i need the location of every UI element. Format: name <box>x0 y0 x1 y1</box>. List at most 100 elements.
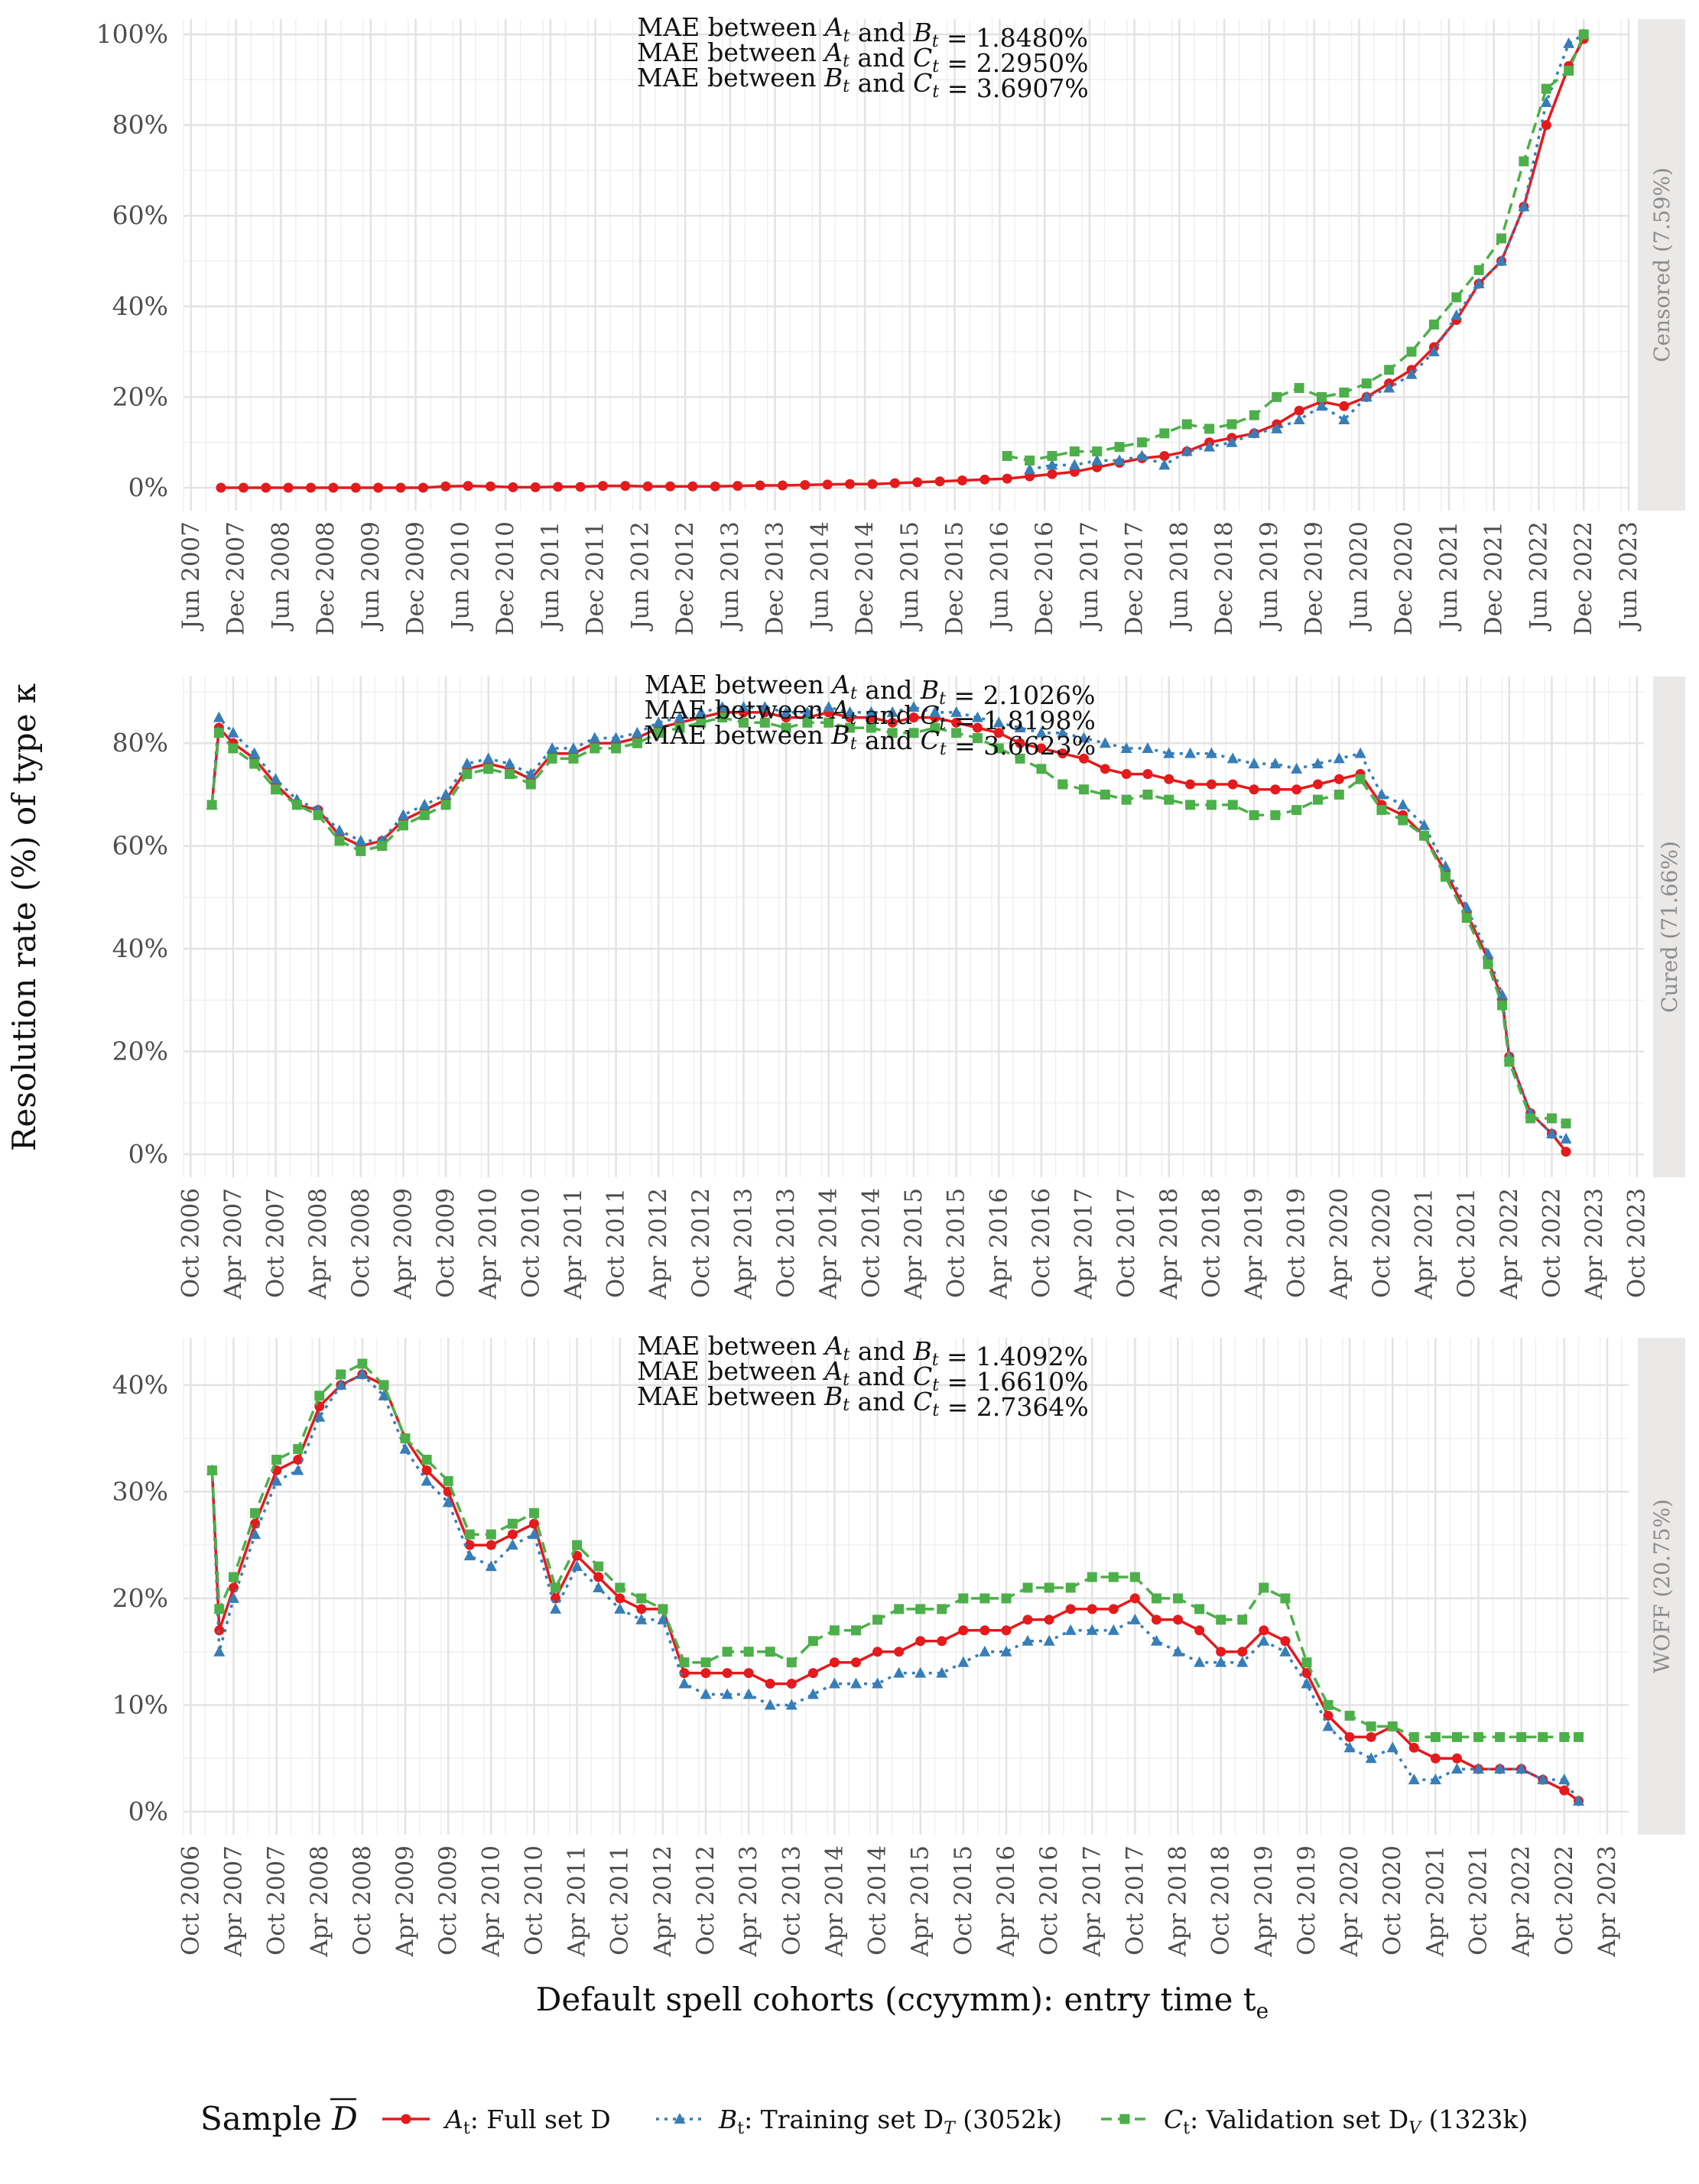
data-point-C <box>1323 1699 1334 1710</box>
data-point-A <box>1366 1731 1376 1742</box>
x-tick-label: Dec 2010 <box>492 521 519 635</box>
data-point-B <box>440 788 452 800</box>
data-point-C <box>759 717 770 728</box>
data-point-C <box>1065 1582 1076 1593</box>
x-tick-label: Oct 2017 <box>1121 1845 1148 1955</box>
data-point-B <box>249 1528 262 1540</box>
data-point-A <box>979 1625 990 1636</box>
data-point-B <box>1024 463 1036 475</box>
data-point-B <box>700 1688 712 1699</box>
data-point-C <box>1291 805 1302 816</box>
y-tick-label: 10% <box>112 1689 168 1719</box>
data-point-C <box>829 1625 840 1636</box>
y-tick-label: 20% <box>112 381 168 411</box>
x-tick-label: Dec 2018 <box>1210 521 1238 635</box>
x-tick-label: Apr 2023 <box>1580 1188 1608 1300</box>
data-point-C <box>1206 800 1217 810</box>
data-point-B <box>1057 726 1069 738</box>
data-point-B <box>1226 436 1238 447</box>
x-tick-label: Apr 2013 <box>735 1845 762 1958</box>
x-tick-label: Dec 2020 <box>1390 521 1418 635</box>
data-point-A <box>528 1518 539 1529</box>
data-point-A <box>972 722 983 733</box>
data-point-A <box>636 1604 647 1614</box>
legend-title: Sample D <box>200 2100 358 2137</box>
data-point-A <box>851 1657 862 1668</box>
data-point-A <box>1159 450 1170 461</box>
data-point-A <box>710 481 720 492</box>
data-point-A <box>822 479 833 490</box>
x-tick-label: Apr 2016 <box>985 1188 1012 1300</box>
data-point-A <box>464 1540 475 1550</box>
data-point-C <box>464 1529 475 1540</box>
data-point-A <box>687 481 698 492</box>
x-tick-label: Apr 2012 <box>645 1188 672 1300</box>
data-point-A <box>743 1668 754 1679</box>
data-point-B <box>1086 1624 1098 1635</box>
data-point-C <box>1316 391 1327 402</box>
data-point-C <box>378 1380 389 1391</box>
data-point-C <box>1574 1731 1584 1742</box>
data-point-C <box>528 1507 539 1518</box>
data-point-A <box>620 481 631 492</box>
data-point-B <box>759 701 771 712</box>
data-point-B <box>1383 381 1395 393</box>
data-point-B <box>1473 277 1485 289</box>
x-tick-label: Dec 2016 <box>1031 521 1058 635</box>
data-point-C <box>851 1625 862 1636</box>
facet-strip-label: Censored (7.59%) <box>1649 167 1675 362</box>
x-tick-label: Oct 2011 <box>603 1188 630 1298</box>
data-point-C <box>1136 437 1147 448</box>
data-point-C <box>250 1507 261 1518</box>
y-tick-label: 60% <box>112 831 168 861</box>
x-axis-title-text: Default spell cohorts (ccyymm): entry ti… <box>536 1981 1269 2023</box>
data-point-C <box>807 1636 818 1647</box>
data-point-B <box>631 726 643 738</box>
data-point-B <box>716 701 729 712</box>
data-point-C <box>738 717 749 728</box>
data-point-B <box>1496 988 1509 1000</box>
x-tick-label: Apr 2022 <box>1496 1188 1523 1300</box>
y-tick-label: 40% <box>112 1370 168 1400</box>
x-tick-label: Apr 2016 <box>992 1845 1020 1958</box>
data-point-A <box>765 1679 775 1689</box>
x-tick-label: Jun 2023 <box>1615 521 1642 631</box>
data-point-A <box>1164 774 1174 784</box>
data-point-B <box>1291 762 1303 774</box>
data-point-B <box>1248 427 1260 438</box>
x-tick-label: Dec 2013 <box>762 521 789 635</box>
data-point-B <box>1158 459 1171 470</box>
data-point-A <box>1206 779 1217 790</box>
data-point-B <box>378 1389 390 1400</box>
data-point-C <box>271 784 281 795</box>
data-point-B <box>929 706 941 717</box>
data-point-B <box>1035 726 1048 738</box>
panel-0: 0% 20% 40% 60% 80% 100% Jun 2007 Dec 2007 Jun 20… <box>96 12 1685 635</box>
mae-annotation: MAE between At and Bt = 1.8480% <box>638 12 1088 53</box>
y-tick-label: 0% <box>128 472 168 502</box>
data-point-B <box>1322 1720 1334 1731</box>
data-point-C <box>206 800 217 810</box>
data-point-C <box>483 764 494 774</box>
data-point-C <box>1561 1118 1571 1129</box>
x-tick-label: Oct 2014 <box>857 1188 885 1298</box>
data-point-C <box>1495 1731 1506 1742</box>
data-point-C <box>1216 1614 1226 1625</box>
panel-2: 0% 10% 20% 30% 40% Oct 2006 Apr 2007 Oct 2007 Ap… <box>112 1331 1685 1958</box>
data-point-B <box>1428 346 1440 357</box>
x-tick-label: Oct 2009 <box>434 1845 462 1955</box>
x-tick-label: Oct 2018 <box>1207 1845 1235 1955</box>
x-tick-label: Apr 2020 <box>1336 1845 1363 1958</box>
x-tick-label: Oct 2015 <box>943 1188 970 1298</box>
x-tick-label: Jun 2011 <box>537 521 564 631</box>
data-point-C <box>1496 233 1507 244</box>
data-point-B <box>678 1677 690 1689</box>
x-tick-label: Jun 2014 <box>806 521 833 631</box>
data-point-B <box>737 701 749 712</box>
data-point-A <box>800 479 811 490</box>
x-tick-label: Apr 2015 <box>907 1845 934 1958</box>
data-point-C <box>824 717 834 728</box>
data-point-A <box>283 482 294 493</box>
data-point-B <box>1563 37 1575 48</box>
